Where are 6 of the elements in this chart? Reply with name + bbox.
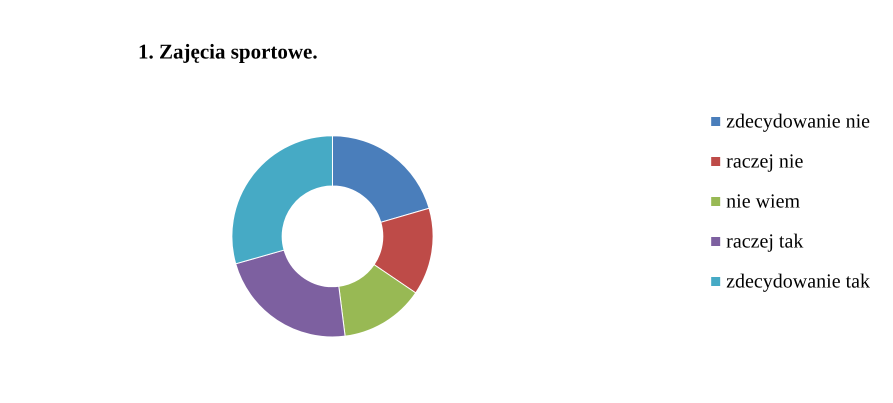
chart-title: 1. Zajęcia sportowe.: [138, 40, 318, 64]
legend-label: zdecydowanie nie: [726, 110, 870, 132]
legend-label: raczej tak: [726, 230, 804, 252]
legend-label: nie wiem: [726, 190, 800, 212]
legend-label: raczej nie: [726, 150, 804, 172]
legend-label: zdecydowanie tak: [726, 270, 870, 292]
